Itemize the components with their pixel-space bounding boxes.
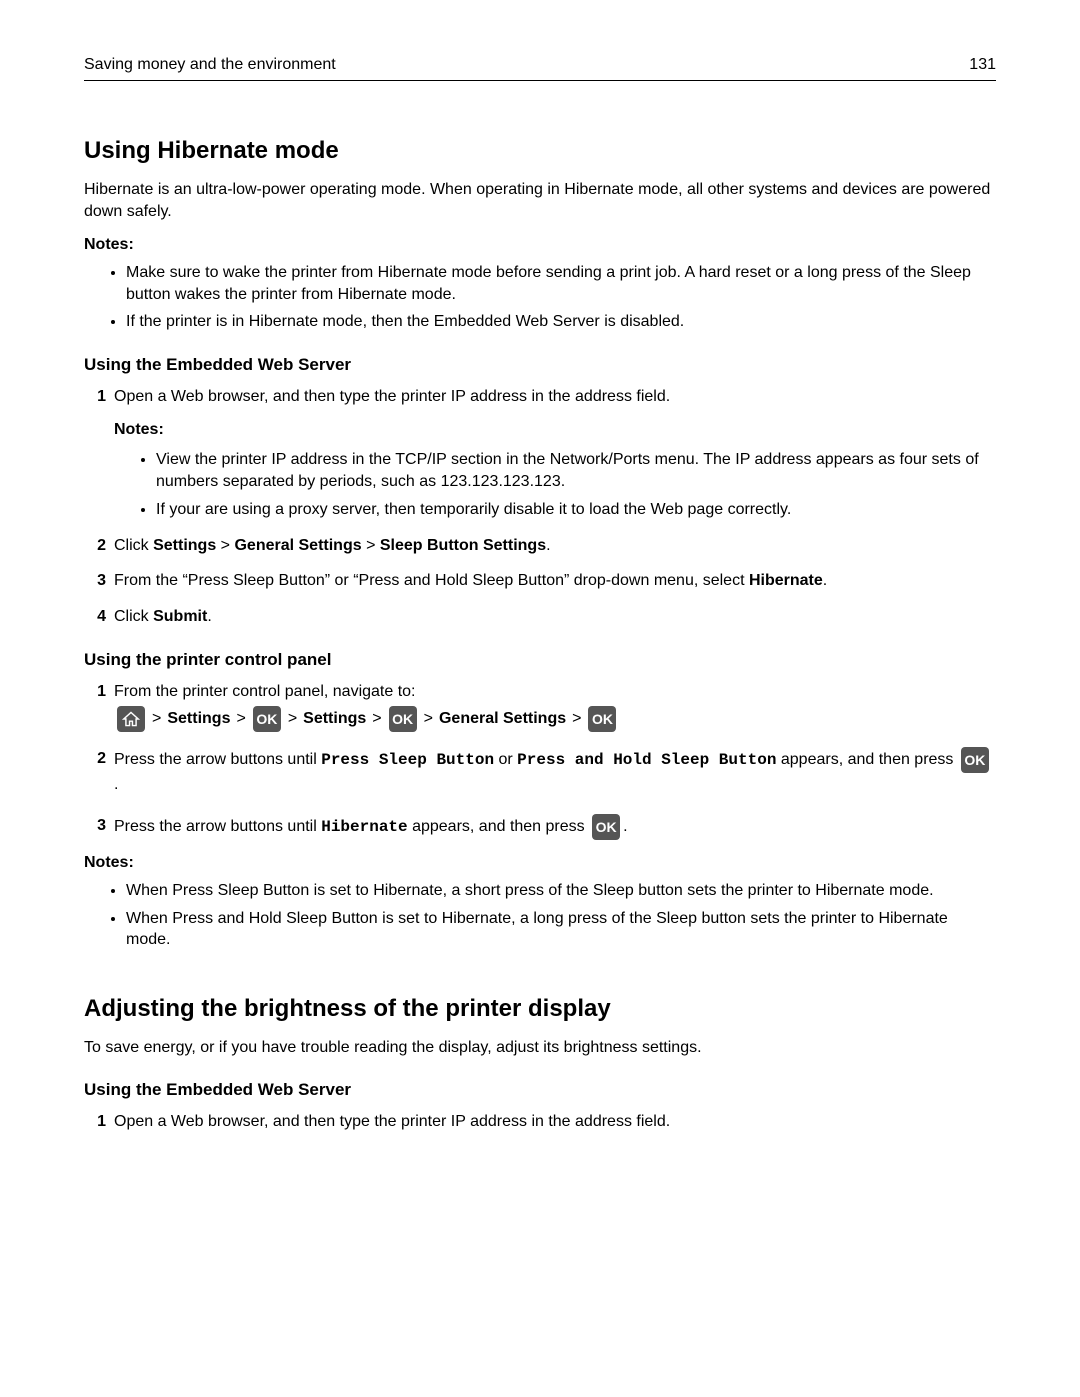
ews-steps: Open a Web browser, and then type the pr… xyxy=(84,385,996,628)
intro-paragraph: To save energy, or if you have trouble r… xyxy=(84,1037,996,1059)
page-header: Saving money and the environment 131 xyxy=(84,56,996,81)
page-number: 131 xyxy=(969,56,996,74)
note-item: If your are using a proxy server, then t… xyxy=(156,499,996,521)
step-text: Open a Web browser, and then type the pr… xyxy=(114,388,670,405)
step-text: Click Submit. xyxy=(114,608,212,625)
note-item: When Press Sleep Button is set to Hibern… xyxy=(126,880,996,902)
notes-list: Make sure to wake the printer from Hiber… xyxy=(84,262,996,333)
ok-icon: OK xyxy=(389,706,417,732)
step-item: Click Submit. xyxy=(84,605,996,628)
note-item: When Press and Hold Sleep Button is set … xyxy=(126,908,996,951)
home-icon xyxy=(117,706,145,732)
note-item: Make sure to wake the printer from Hiber… xyxy=(126,262,996,305)
step-item: Click Settings > General Settings > Slee… xyxy=(84,534,996,557)
notes-label: Notes: xyxy=(84,236,996,254)
notes-list: View the printer IP address in the TCP/I… xyxy=(114,449,996,520)
panel-steps: From the printer control panel, navigate… xyxy=(84,680,996,840)
nav-path: > Settings > OK > Settings > OK > Genera… xyxy=(114,703,996,735)
section-heading-brightness: Adjusting the brightness of the printer … xyxy=(84,995,996,1023)
step-text: Click Settings > General Settings > Slee… xyxy=(114,537,551,554)
section-heading-hibernate: Using Hibernate mode xyxy=(84,137,996,165)
subheading-ews: Using the Embedded Web Server xyxy=(84,355,996,375)
subheading-panel: Using the printer control panel xyxy=(84,650,996,670)
document-page: Saving money and the environment 131 Usi… xyxy=(0,0,1080,1206)
ok-icon: OK xyxy=(253,706,281,732)
step-item: Open a Web browser, and then type the pr… xyxy=(84,1110,996,1133)
ok-icon: OK xyxy=(961,747,989,773)
intro-paragraph: Hibernate is an ultra-low-power operatin… xyxy=(84,179,996,222)
header-title: Saving money and the environment xyxy=(84,56,336,74)
ews-steps-2: Open a Web browser, and then type the pr… xyxy=(84,1110,996,1133)
notes-label: Notes: xyxy=(84,854,996,872)
step-text: Open a Web browser, and then type the pr… xyxy=(114,1113,670,1130)
step-item: From the “Press Sleep Button” or “Press … xyxy=(84,569,996,592)
step-item: From the printer control panel, navigate… xyxy=(84,680,996,735)
step-text: From the printer control panel, navigate… xyxy=(114,683,416,700)
step-text: Press the arrow buttons until Hibernate … xyxy=(114,818,628,835)
note-item: If the printer is in Hibernate mode, the… xyxy=(126,311,996,333)
notes-list: When Press Sleep Button is set to Hibern… xyxy=(84,880,996,951)
ok-icon: OK xyxy=(592,814,620,840)
subheading-ews: Using the Embedded Web Server xyxy=(84,1080,996,1100)
step-item: Open a Web browser, and then type the pr… xyxy=(84,385,996,520)
step-item: Press the arrow buttons until Press Slee… xyxy=(84,747,996,796)
step-text: Press the arrow buttons until Press Slee… xyxy=(114,751,992,793)
notes-label: Notes: xyxy=(114,418,996,441)
note-item: View the printer IP address in the TCP/I… xyxy=(156,449,996,492)
step-item: Press the arrow buttons until Hibernate … xyxy=(84,814,996,840)
step-text: From the “Press Sleep Button” or “Press … xyxy=(114,572,827,589)
ok-icon: OK xyxy=(588,706,616,732)
